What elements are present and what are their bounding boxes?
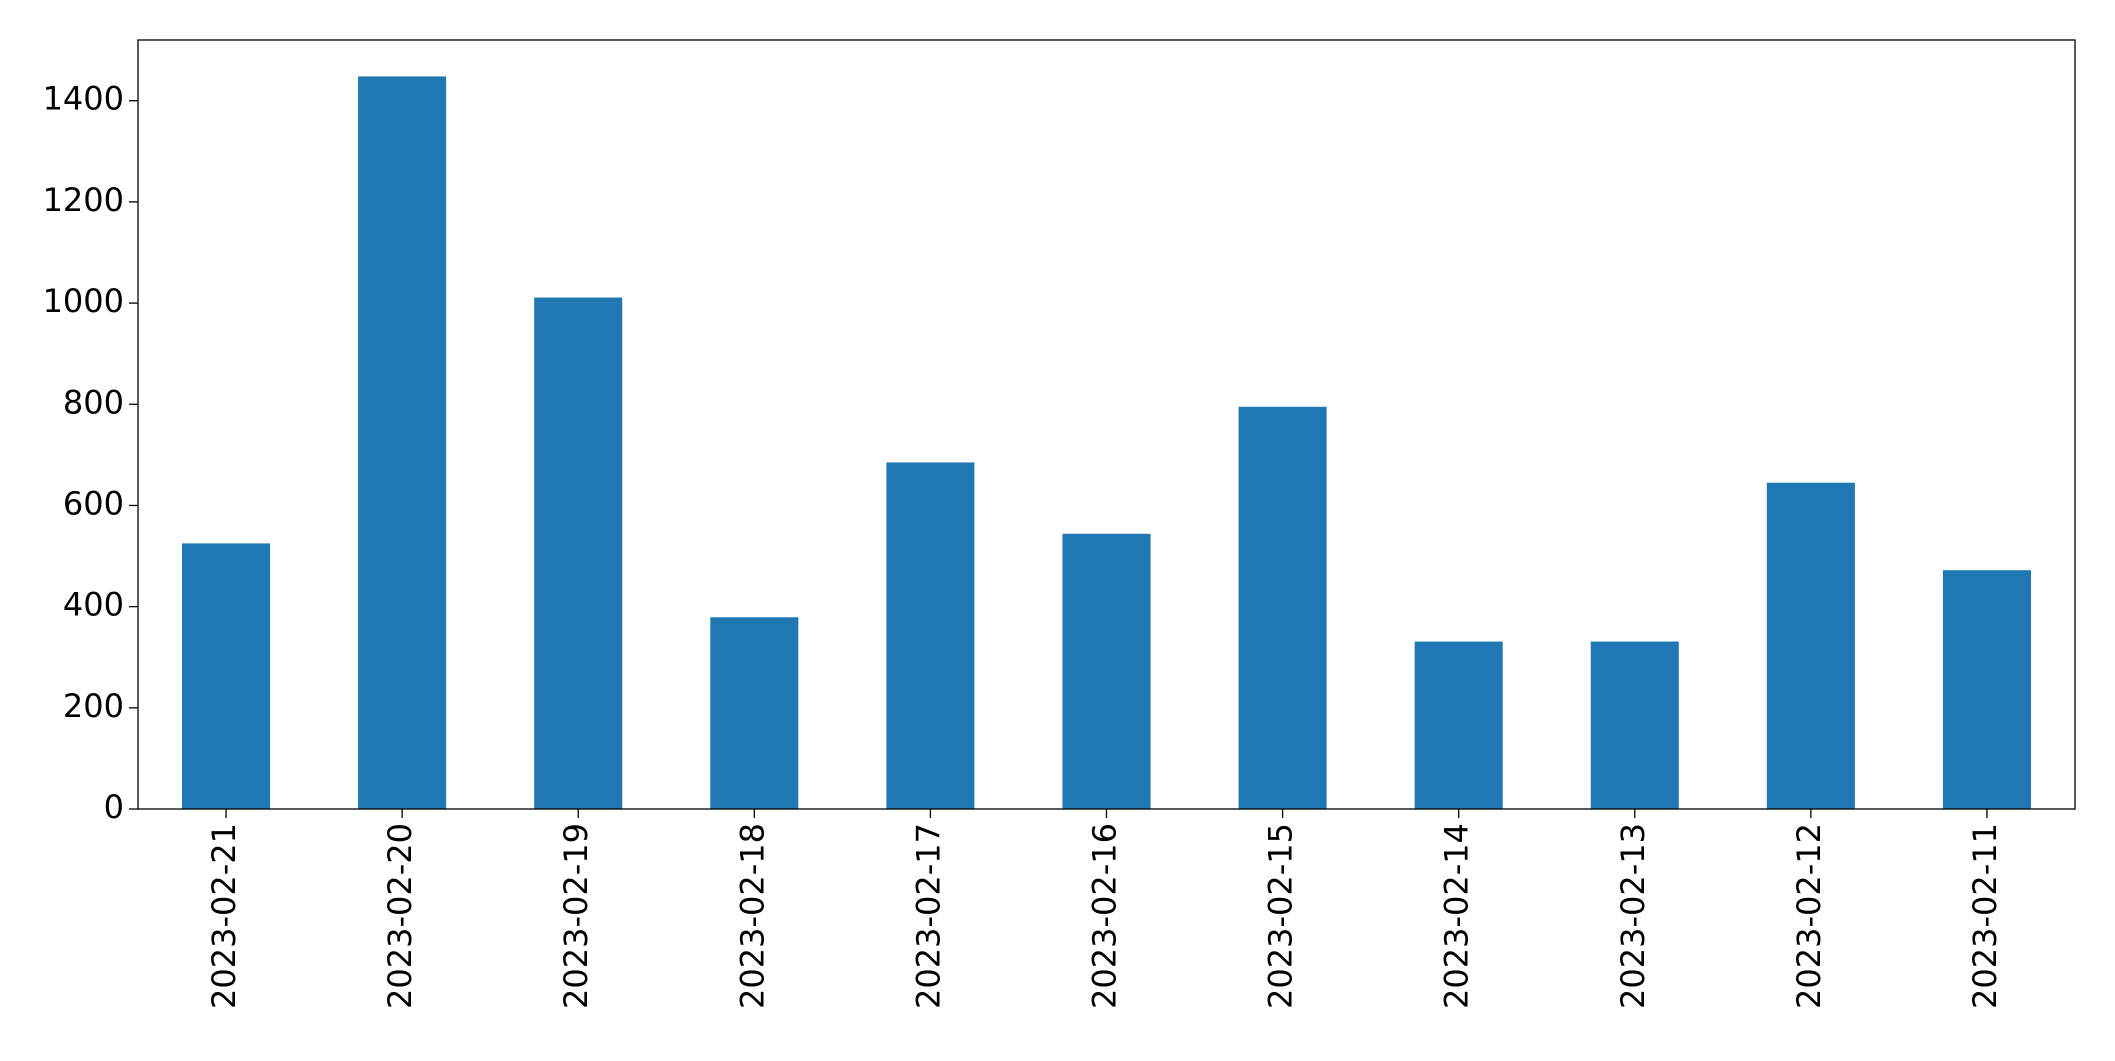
y-tick-label: 600: [63, 484, 124, 522]
plot-frame: [137, 39, 2076, 810]
y-tick-label: 1000: [43, 282, 124, 320]
y-tick-label: 200: [63, 687, 124, 725]
x-tick-label: 2023-02-20: [381, 823, 419, 1009]
bar: [1062, 533, 1151, 809]
bar: [710, 617, 799, 809]
x-tick-label: 2023-02-19: [557, 823, 595, 1009]
bar: [358, 76, 447, 809]
x-tick-label: 2023-02-15: [1262, 823, 1300, 1009]
bar: [1766, 482, 1855, 809]
bar: [534, 297, 623, 809]
bar: [1414, 641, 1503, 809]
x-tick-label: 2023-02-18: [733, 823, 771, 1009]
y-tick-label: 1400: [43, 80, 124, 118]
x-tick-label: 2023-02-21: [205, 823, 243, 1009]
bar: [182, 543, 271, 809]
y-tick-label: 800: [63, 383, 124, 421]
bar: [1590, 641, 1679, 809]
x-tick-label: 2023-02-17: [909, 823, 947, 1009]
y-tick-label: 400: [63, 586, 124, 624]
y-tick-label: 0: [104, 788, 124, 826]
x-tick-label: 2023-02-14: [1438, 823, 1476, 1009]
bar: [1942, 570, 2031, 809]
y-tick-label: 1200: [43, 181, 124, 219]
x-tick-label: 2023-02-12: [1790, 823, 1828, 1009]
bar: [1238, 406, 1327, 809]
x-tick-label: 2023-02-16: [1086, 823, 1124, 1009]
x-tick-label: 2023-02-11: [1966, 823, 2004, 1009]
bar: [886, 462, 975, 809]
x-tick-label: 2023-02-13: [1614, 823, 1652, 1009]
